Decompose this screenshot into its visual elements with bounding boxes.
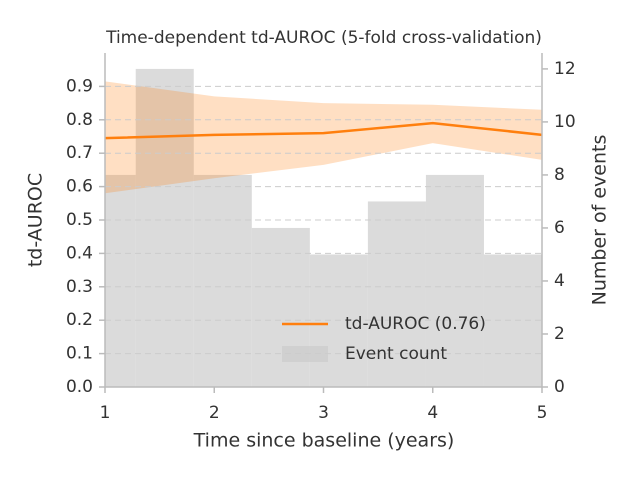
histogram-bar xyxy=(425,174,484,387)
histogram-bar xyxy=(367,201,426,387)
y-tick-label: 0.1 xyxy=(66,344,93,364)
histogram-bar xyxy=(309,254,368,387)
y2-tick-label: 10 xyxy=(554,112,576,132)
y2-tick-label: 6 xyxy=(554,218,565,238)
y-tick-label: 0.0 xyxy=(66,377,93,397)
y2-tick-label: 4 xyxy=(554,271,565,291)
y2-tick-label: 8 xyxy=(554,165,565,185)
y-tick-label: 0.8 xyxy=(66,110,93,130)
y-tick-label: 0.4 xyxy=(66,243,93,263)
y-tick-label: 0.2 xyxy=(66,310,93,330)
y2-axis-label: Number of events xyxy=(589,135,611,306)
confidence-band xyxy=(105,81,542,194)
y-axis-label: td-AUROC xyxy=(25,173,47,267)
chart-title: Time-dependent td-AUROC (5-fold cross-va… xyxy=(105,28,542,48)
x-tick-label: 5 xyxy=(537,403,548,423)
histogram-bar xyxy=(483,254,542,387)
y-tick-label: 0.3 xyxy=(66,277,93,297)
legend-label: Event count xyxy=(345,344,447,364)
x-tick-label: 3 xyxy=(318,403,329,423)
histogram-bar xyxy=(251,227,310,387)
histogram-bar xyxy=(135,68,194,387)
x-tick-label: 4 xyxy=(427,403,438,423)
histogram-bar xyxy=(193,174,252,387)
x-tick-label: 2 xyxy=(209,403,220,423)
line xyxy=(105,121,542,140)
x-axis-label: Time since baseline (years) xyxy=(193,430,455,452)
y-tick-label: 0.5 xyxy=(66,210,93,230)
plot-area xyxy=(105,68,542,387)
y-tick-label: 0.6 xyxy=(66,177,93,197)
y-tick-label: 0.7 xyxy=(66,143,93,163)
y2-tick-label: 2 xyxy=(554,324,565,344)
legend-swatch xyxy=(282,346,328,362)
y2-tick-label: 12 xyxy=(554,59,576,79)
histogram-bar xyxy=(105,174,136,387)
legend-label: td-AUROC (0.76) xyxy=(345,314,486,334)
y-tick-label: 0.9 xyxy=(66,76,93,96)
x-tick-label: 1 xyxy=(100,403,111,423)
y2-tick-label: 0 xyxy=(554,377,565,397)
